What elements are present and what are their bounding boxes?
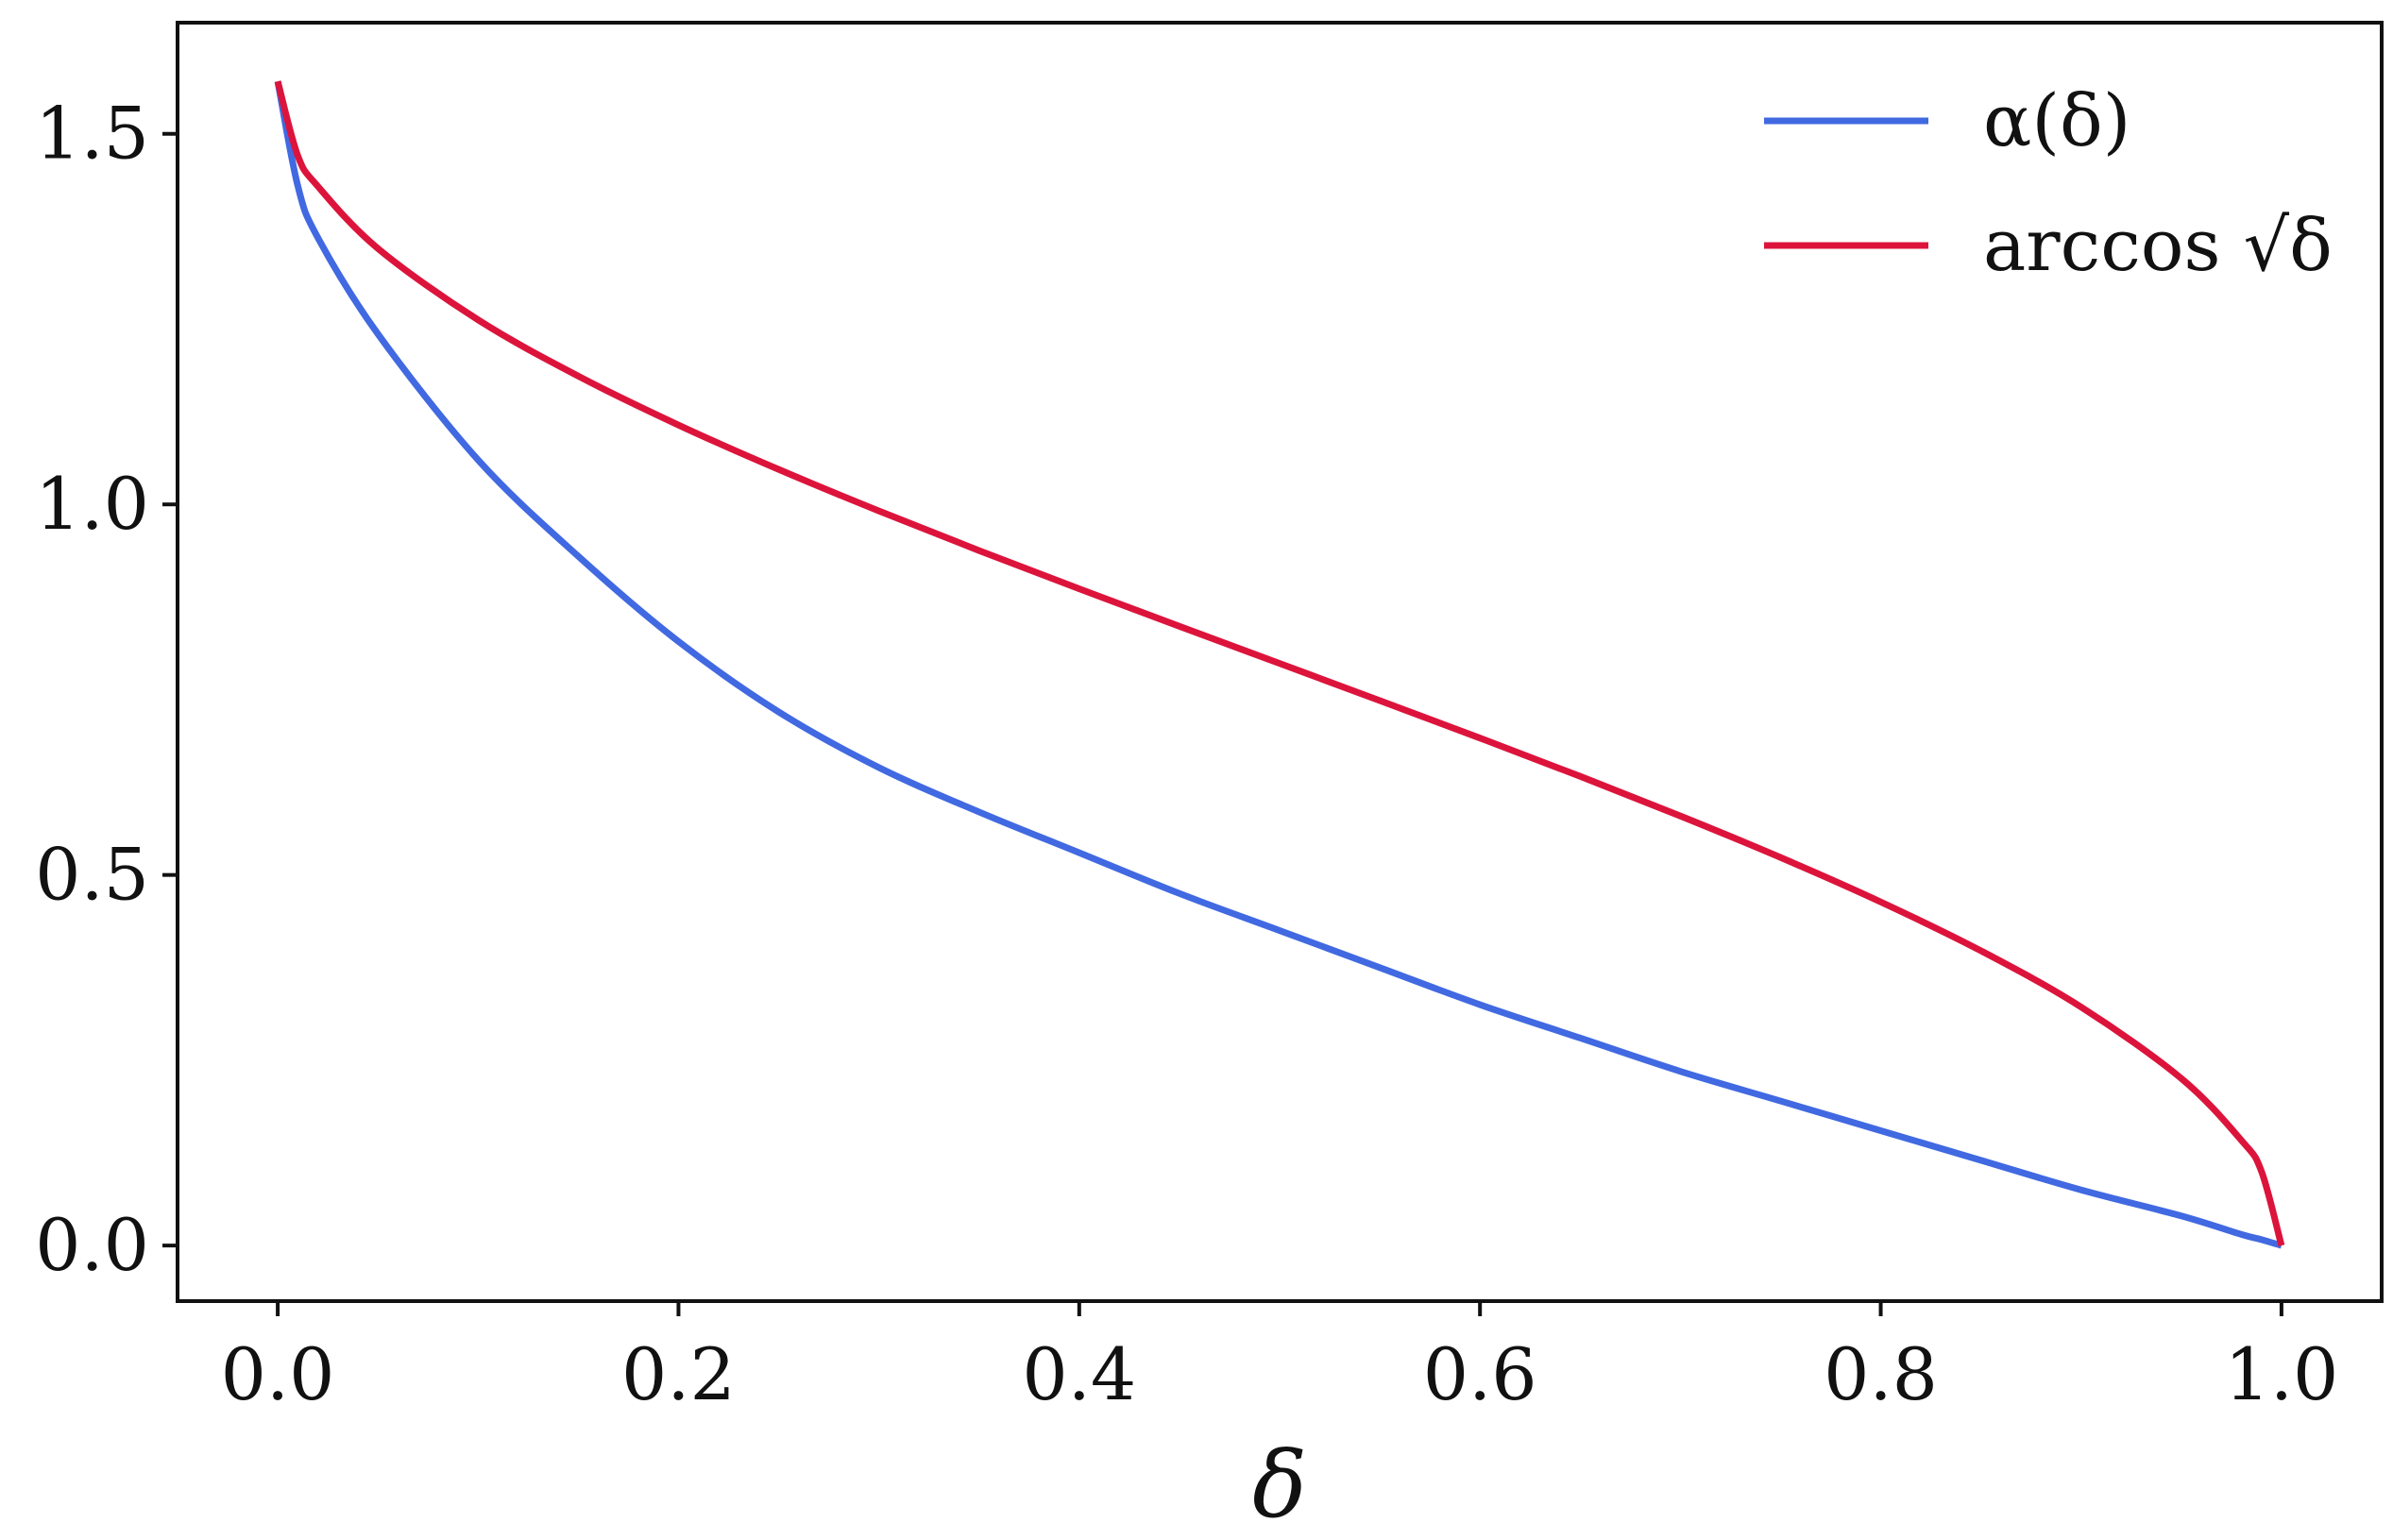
legend: α(δ) arccos √δ: [1764, 78, 2333, 287]
x-tick-label: 0.2: [621, 1332, 736, 1416]
x-tick-label: 0.6: [1423, 1332, 1537, 1416]
series-line-alpha: [274, 80, 2283, 1249]
y-tick-label: 0.5: [35, 833, 149, 917]
y-axis: 0.0 0.5 1.0 1.5: [35, 92, 178, 1287]
x-tick-label: 0.8: [1824, 1332, 1938, 1416]
plot-frame: [176, 21, 2384, 1303]
legend-label-alpha: α(δ): [1983, 78, 2130, 162]
x-axis: 0.0 0.2 0.4 0.6 0.8 1.0: [221, 1301, 2338, 1416]
series-line-arccos: [274, 80, 2285, 1247]
y-tick-label: 1.5: [35, 92, 149, 176]
plot-marks: [274, 80, 2285, 1249]
x-axis-label: δ: [1252, 1432, 1307, 1535]
y-tick-label: 1.0: [35, 462, 149, 546]
x-tick-label: 0.4: [1022, 1332, 1136, 1416]
y-tick-label: 0.0: [35, 1203, 149, 1287]
x-tick-label: 1.0: [2224, 1332, 2338, 1416]
legend-label-arccos: arccos √δ: [1983, 203, 2333, 287]
x-tick-label: 0.0: [221, 1332, 335, 1416]
